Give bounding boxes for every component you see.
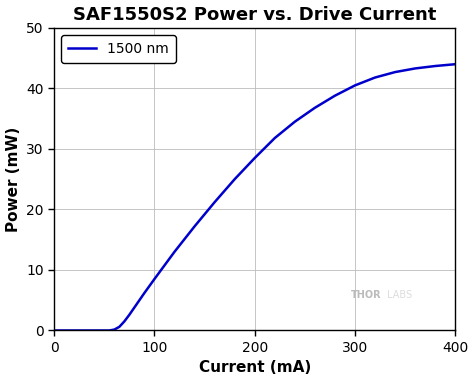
1500 nm — [121, 319, 127, 324]
1500 nm — [127, 312, 132, 317]
1500 nm — [272, 136, 278, 140]
Line: 1500 nm: 1500 nm — [54, 64, 456, 330]
1500 nm — [132, 305, 137, 310]
1500 nm — [152, 277, 157, 281]
1500 nm — [51, 328, 57, 333]
1500 nm — [101, 328, 107, 333]
1500 nm — [252, 156, 257, 160]
Y-axis label: Power (mW): Power (mW) — [6, 126, 20, 232]
1500 nm — [332, 93, 338, 98]
1500 nm — [292, 119, 298, 124]
1500 nm — [107, 328, 112, 333]
1500 nm — [412, 66, 418, 71]
Text: THOR: THOR — [351, 290, 382, 300]
1500 nm — [172, 250, 177, 254]
Text: LABS: LABS — [387, 290, 412, 300]
X-axis label: Current (mA): Current (mA) — [199, 360, 311, 375]
1500 nm — [111, 327, 117, 332]
1500 nm — [232, 177, 237, 181]
1500 nm — [352, 83, 358, 88]
1500 nm — [117, 325, 122, 329]
1500 nm — [372, 75, 378, 80]
1500 nm — [432, 64, 438, 68]
1500 nm — [312, 106, 318, 110]
1500 nm — [212, 200, 218, 205]
1500 nm — [392, 70, 398, 74]
1500 nm — [191, 224, 197, 229]
Title: SAF1550S2 Power vs. Drive Current: SAF1550S2 Power vs. Drive Current — [73, 6, 437, 24]
1500 nm — [142, 291, 147, 295]
Legend: 1500 nm: 1500 nm — [61, 35, 176, 63]
1500 nm — [453, 62, 458, 67]
